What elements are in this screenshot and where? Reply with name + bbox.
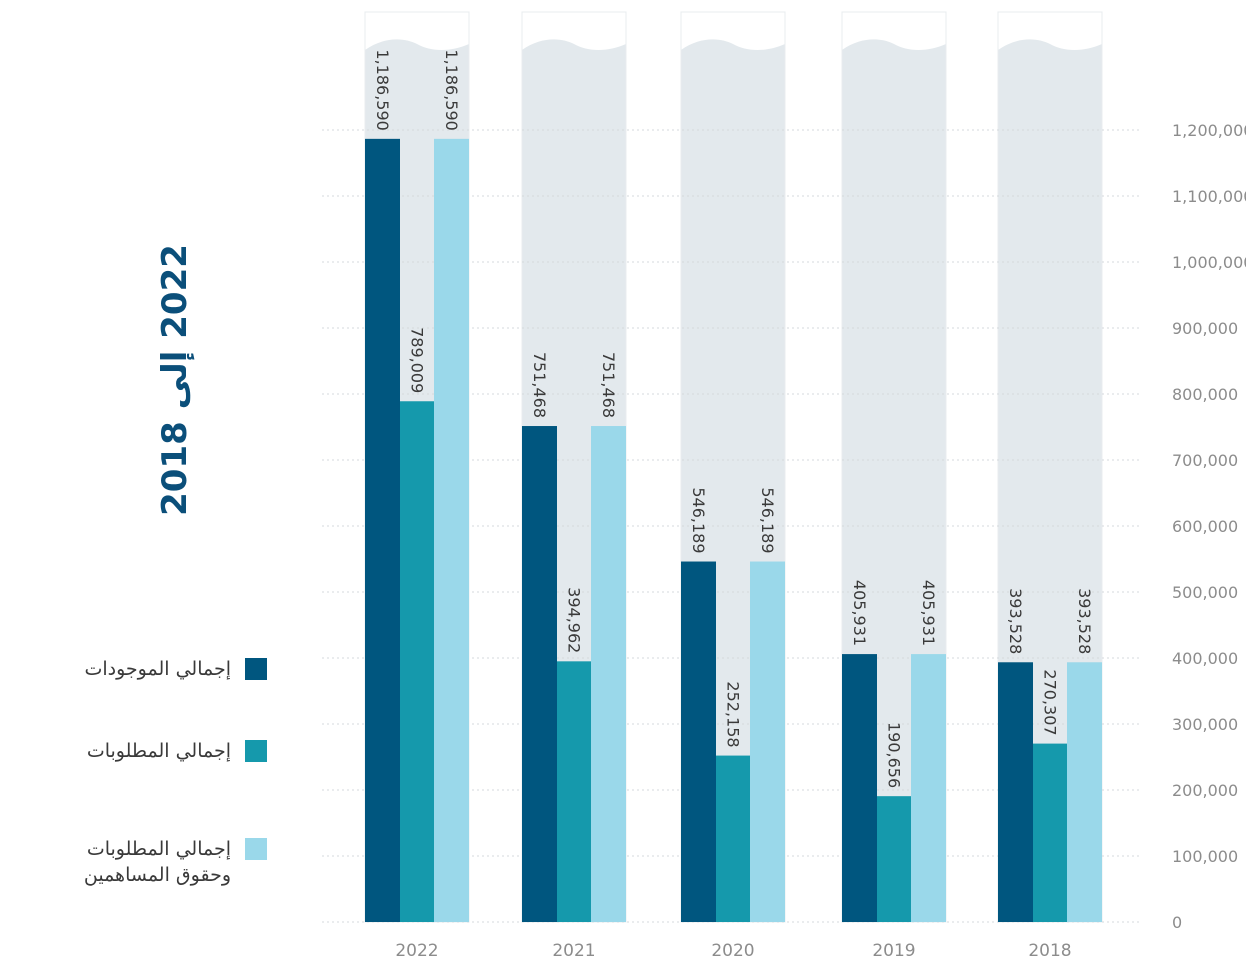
x-category-label-2022: 2022 (395, 941, 438, 961)
legend-item-total-assets: إجمالي الموجودات (84, 656, 267, 682)
y-tick-label: 800,000 (1172, 385, 1238, 404)
y-tick-label: 700,000 (1172, 451, 1238, 470)
legend-label-total-liabilities-equity: إجمالي المطلوبات وحقوق المساهمين (83, 838, 231, 886)
bar-2018-series-3 (1067, 662, 1102, 922)
y-tick-label: 1,100,000 (1172, 187, 1246, 206)
value-label-2022-series-2: 789,009 (408, 327, 427, 393)
y-tick-label: 300,000 (1172, 715, 1238, 734)
bar-2020-series-2 (716, 755, 750, 922)
value-label-2019-series-2: 190,656 (885, 722, 904, 788)
y-tick-label: 900,000 (1172, 319, 1238, 338)
y-tick-label: 600,000 (1172, 517, 1238, 536)
legend-swatch-total-assets (245, 658, 267, 680)
value-label-2022-series-1: 1,186,590 (373, 49, 392, 130)
y-tick-label: 0 (1172, 913, 1182, 932)
bar-2019-series-2 (877, 796, 911, 922)
y-tick-label: 1,000,000 (1172, 253, 1246, 272)
value-label-2021-series-2: 394,962 (565, 587, 584, 653)
value-label-2019-series-1: 405,931 (850, 580, 869, 646)
bar-2020-series-3 (750, 561, 785, 922)
bar-2022-series-3 (434, 138, 469, 923)
legend-swatch-total-liabilities-equity (245, 838, 267, 860)
value-label-2020-series-2: 252,158 (724, 681, 743, 747)
value-label-2021-series-1: 751,468 (530, 352, 549, 418)
value-label-2022-series-3: 1,186,590 (442, 49, 461, 130)
bar-2018-series-2 (1033, 743, 1067, 922)
bar-2022-series-1 (365, 138, 400, 923)
y-tick-label: 400,000 (1172, 649, 1238, 668)
x-category-label-2020: 2020 (711, 941, 754, 961)
bar-2022-series-2 (400, 401, 434, 923)
x-category-label-2021: 2021 (552, 941, 595, 961)
bar-2021-series-1 (522, 426, 557, 922)
y-tick-label: 500,000 (1172, 583, 1238, 602)
bar-2018-series-1 (998, 662, 1033, 922)
y-tick-label: 1,200,000 (1172, 121, 1246, 140)
value-label-2020-series-3: 546,189 (758, 487, 777, 553)
value-label-2020-series-1: 546,189 (689, 487, 708, 553)
bar-2020-series-1 (681, 561, 716, 922)
legend-label-total-liabilities: إجمالي المطلوبات (86, 740, 231, 762)
y-tick-label: 100,000 (1172, 847, 1238, 866)
legend-swatch-total-liabilities (245, 740, 267, 762)
value-label-2021-series-3: 751,468 (599, 352, 618, 418)
value-label-2019-series-3: 405,931 (919, 580, 938, 646)
bar-2019-series-3 (911, 654, 946, 922)
x-category-label-2019: 2019 (872, 941, 915, 961)
legend-item-total-liabilities: إجمالي المطلوبات (87, 738, 267, 764)
value-label-2018-series-3: 393,528 (1075, 588, 1094, 654)
legend-label-total-assets: إجمالي الموجودات (84, 658, 231, 680)
value-label-2018-series-1: 393,528 (1006, 588, 1025, 654)
value-label-2018-series-2: 270,307 (1041, 669, 1060, 735)
bar-2019-series-1 (842, 654, 877, 922)
y-tick-label: 200,000 (1172, 781, 1238, 800)
legend-item-total-liabilities-equity: إجمالي المطلوبات وحقوق المساهمين (84, 836, 267, 888)
bar-2021-series-3 (591, 426, 626, 922)
bar-2021-series-2 (557, 661, 591, 922)
x-category-label-2018: 2018 (1028, 941, 1071, 961)
